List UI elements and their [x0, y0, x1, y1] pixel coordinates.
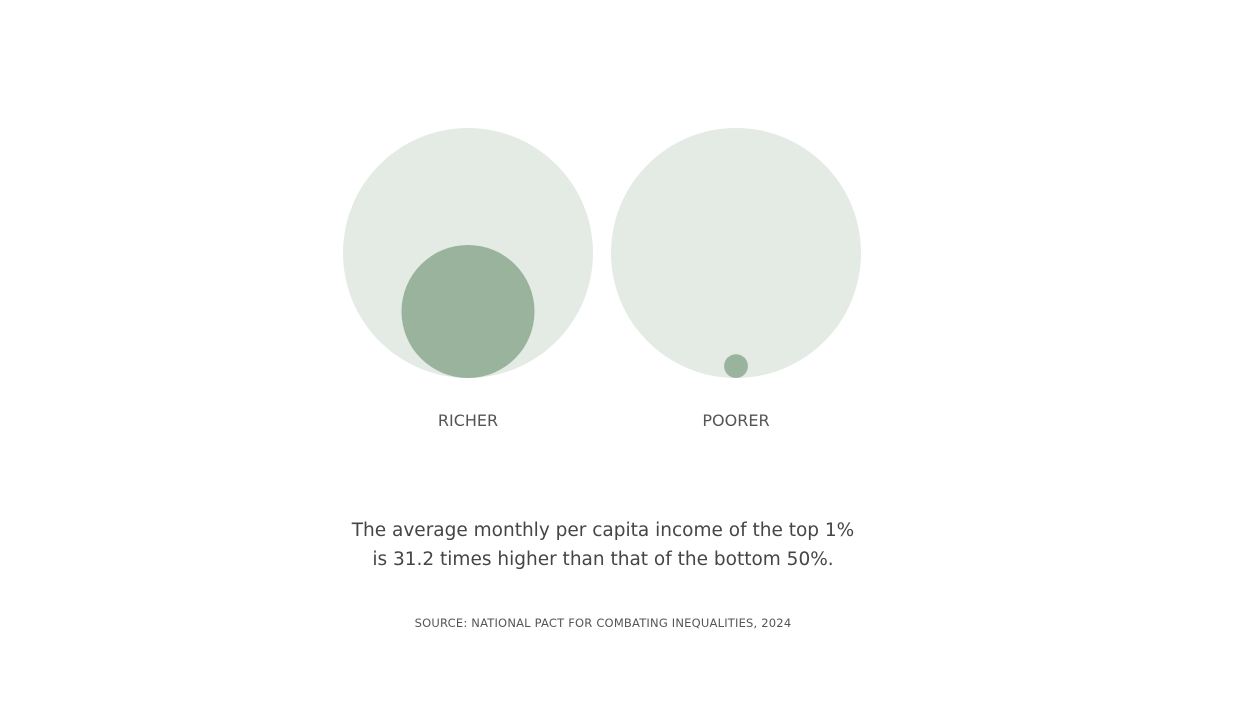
- caption-line-2: is 31.2 times higher than that of the bo…: [372, 549, 834, 570]
- richer-value-circle: [401, 245, 535, 378]
- richer-label: RICHER: [438, 411, 498, 430]
- poorer-value-circle: [724, 354, 748, 379]
- chart-caption: The average monthly per capita income of…: [300, 516, 906, 574]
- caption-line-1: The average monthly per capita income of…: [351, 520, 855, 541]
- poorer-outer-circle: [611, 128, 861, 378]
- poorer-label: POORER: [702, 411, 769, 430]
- source-note: SOURCE: NATIONAL PACT FOR COMBATING INEQ…: [414, 616, 792, 630]
